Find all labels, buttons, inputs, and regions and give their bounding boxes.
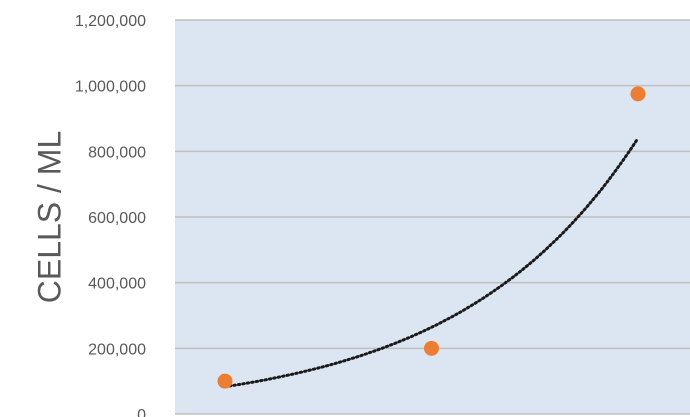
- y-tick-label: 200,000: [88, 341, 146, 358]
- data-points: [217, 86, 646, 389]
- y-tick-label: 1,000,000: [75, 79, 146, 96]
- y-axis-title: CELLS / ML: [31, 131, 67, 304]
- data-point: [217, 373, 233, 389]
- y-tick-label: 600,000: [88, 210, 146, 227]
- trendline: [223, 136, 640, 389]
- y-tick-labels: 0 200,000 400,000 600,000 800,000 1,000,000 1,…: [75, 13, 146, 417]
- y-tick-label: 800,000: [88, 144, 146, 161]
- trendline-layer: [223, 136, 640, 389]
- y-tick-label: 400,000: [88, 276, 146, 293]
- data-point: [630, 86, 646, 102]
- y-tick-label: 1,200,000: [75, 13, 146, 30]
- y-tick-label: 0: [137, 407, 146, 417]
- data-point: [424, 340, 439, 356]
